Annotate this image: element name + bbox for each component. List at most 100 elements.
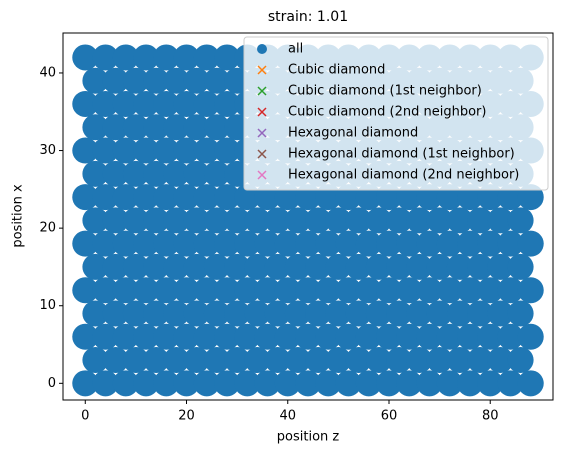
point: [173, 137, 200, 164]
point: [203, 67, 230, 94]
point: [224, 300, 251, 327]
point: [365, 347, 392, 374]
point: [163, 347, 190, 374]
legend-marker: [257, 170, 267, 180]
point: [102, 253, 129, 280]
point: [163, 253, 190, 280]
point: [102, 114, 129, 141]
point: [82, 207, 109, 234]
point: [254, 184, 281, 211]
point: [507, 207, 534, 234]
point: [315, 230, 342, 257]
point: [133, 137, 160, 164]
point: [406, 207, 433, 234]
point: [487, 207, 514, 234]
point: [375, 323, 402, 350]
point: [396, 230, 423, 257]
point: [295, 230, 321, 257]
point: [355, 230, 382, 257]
point: [122, 300, 149, 327]
point: [446, 300, 473, 327]
point: [436, 370, 463, 397]
point: [183, 160, 210, 187]
point: [396, 370, 423, 397]
point: [345, 207, 372, 234]
point: [92, 230, 119, 257]
point: [487, 347, 514, 374]
point: [72, 230, 99, 257]
point: [325, 207, 352, 234]
point: [517, 323, 544, 350]
point: [517, 184, 544, 211]
x-axis-label: position z: [277, 430, 340, 445]
point: [203, 114, 230, 141]
point: [72, 370, 99, 397]
point: [143, 67, 170, 94]
point: [487, 300, 514, 327]
point: [436, 277, 463, 304]
point: [122, 253, 149, 280]
point: [183, 253, 210, 280]
point: [396, 184, 423, 211]
point: [203, 207, 230, 234]
point: [102, 160, 129, 187]
point: [193, 137, 220, 164]
point: [102, 67, 129, 94]
point: [284, 347, 311, 374]
point: [507, 347, 534, 374]
point: [163, 300, 190, 327]
point: [477, 184, 504, 211]
point: [305, 347, 332, 374]
point: [477, 370, 504, 397]
point: [325, 300, 352, 327]
point: [82, 300, 109, 327]
point: [214, 184, 241, 211]
point: [72, 44, 99, 71]
point: [305, 253, 332, 280]
point: [173, 277, 200, 304]
point: [224, 253, 251, 280]
point: [284, 300, 311, 327]
point: [497, 184, 524, 211]
point: [497, 370, 524, 397]
legend-label: Hexagonal diamond (1st neighbor): [288, 147, 515, 162]
point: [295, 370, 321, 397]
point: [335, 323, 362, 350]
point: [173, 323, 200, 350]
point: [122, 347, 149, 374]
point: [193, 370, 220, 397]
point: [82, 253, 109, 280]
point: [416, 277, 443, 304]
point: [497, 277, 524, 304]
point: [325, 253, 352, 280]
point: [345, 300, 372, 327]
point: [315, 370, 342, 397]
point: [143, 253, 170, 280]
point: [467, 347, 494, 374]
point: [365, 207, 392, 234]
x-tick-label: 20: [178, 409, 195, 424]
point: [416, 370, 443, 397]
point: [234, 277, 261, 304]
point: [183, 347, 210, 374]
point: [193, 277, 220, 304]
point: [456, 277, 483, 304]
point: [214, 370, 241, 397]
point: [224, 207, 251, 234]
point: [183, 207, 210, 234]
point: [244, 253, 271, 280]
point: [92, 90, 119, 117]
y-tick-label: 30: [39, 143, 56, 158]
point: [416, 230, 443, 257]
x-tick-label: 40: [279, 409, 296, 424]
point: [375, 370, 402, 397]
point: [446, 347, 473, 374]
point: [193, 184, 220, 211]
point: [254, 323, 281, 350]
point: [183, 67, 210, 94]
y-tick-label: 10: [39, 298, 56, 313]
point: [284, 253, 311, 280]
point: [446, 207, 473, 234]
point: [295, 184, 321, 211]
axes-frame: [62, 32, 554, 401]
